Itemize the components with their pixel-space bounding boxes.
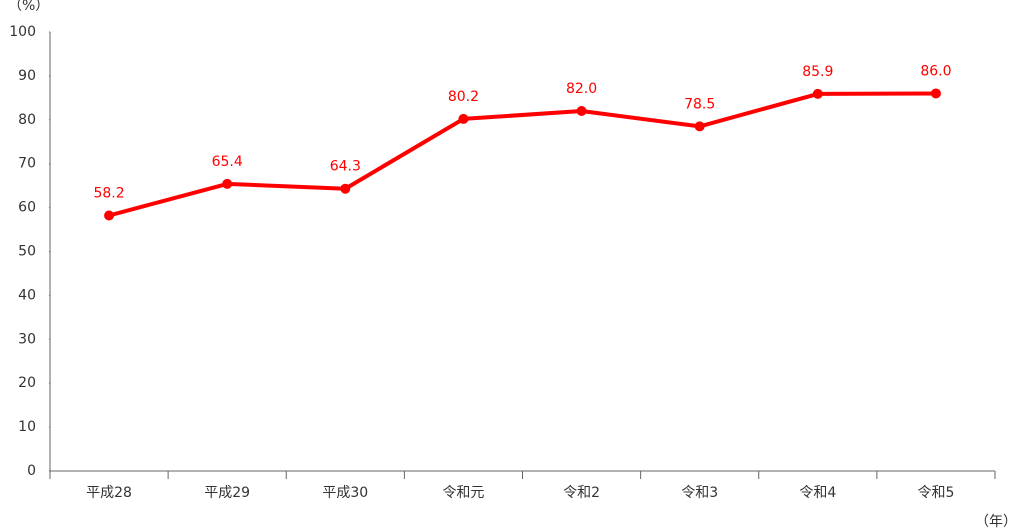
x-tick-label: 平成29 <box>204 485 250 501</box>
y-tick-label: 100 <box>9 24 36 40</box>
point <box>222 178 233 189</box>
data-label: 86.0 <box>920 63 951 79</box>
point <box>694 121 705 132</box>
y-tick-label: 70 <box>18 156 36 172</box>
x-tick-label: 令和3 <box>681 485 718 501</box>
data-label: 82.0 <box>566 81 597 97</box>
x-axis-label: （年） <box>975 514 1017 530</box>
y-tick-label: 50 <box>18 244 36 260</box>
x-tick-label: 令和4 <box>799 485 836 501</box>
y-tick-label: 30 <box>18 331 36 347</box>
point <box>930 88 941 99</box>
x-tick-label: 令和5 <box>917 485 954 501</box>
data-label: 85.9 <box>802 64 833 80</box>
point <box>458 113 469 124</box>
data-label: 80.2 <box>448 89 479 105</box>
y-axis-label: （%） <box>8 0 49 14</box>
data-label: 65.4 <box>212 154 243 170</box>
x-tick-label: 平成30 <box>322 485 368 501</box>
point <box>812 88 823 99</box>
point <box>104 210 115 221</box>
y-tick-label: 20 <box>18 375 36 391</box>
point <box>576 106 587 117</box>
data-label: 78.5 <box>684 96 715 112</box>
x-tick-label: 平成28 <box>86 485 132 501</box>
y-tick-label: 80 <box>18 112 36 128</box>
x-tick-label: 令和2 <box>563 485 600 501</box>
y-tick-label: 40 <box>18 287 36 303</box>
y-tick-label: 60 <box>18 200 36 216</box>
point <box>340 183 351 194</box>
data-label: 64.3 <box>330 159 361 175</box>
data-label: 58.2 <box>93 186 124 202</box>
y-tick-label: 0 <box>27 463 36 479</box>
y-tick-label: 90 <box>18 68 36 84</box>
line <box>108 91 936 218</box>
y-tick-label: 10 <box>18 419 36 435</box>
x-tick-label: 令和元 <box>442 485 484 501</box>
